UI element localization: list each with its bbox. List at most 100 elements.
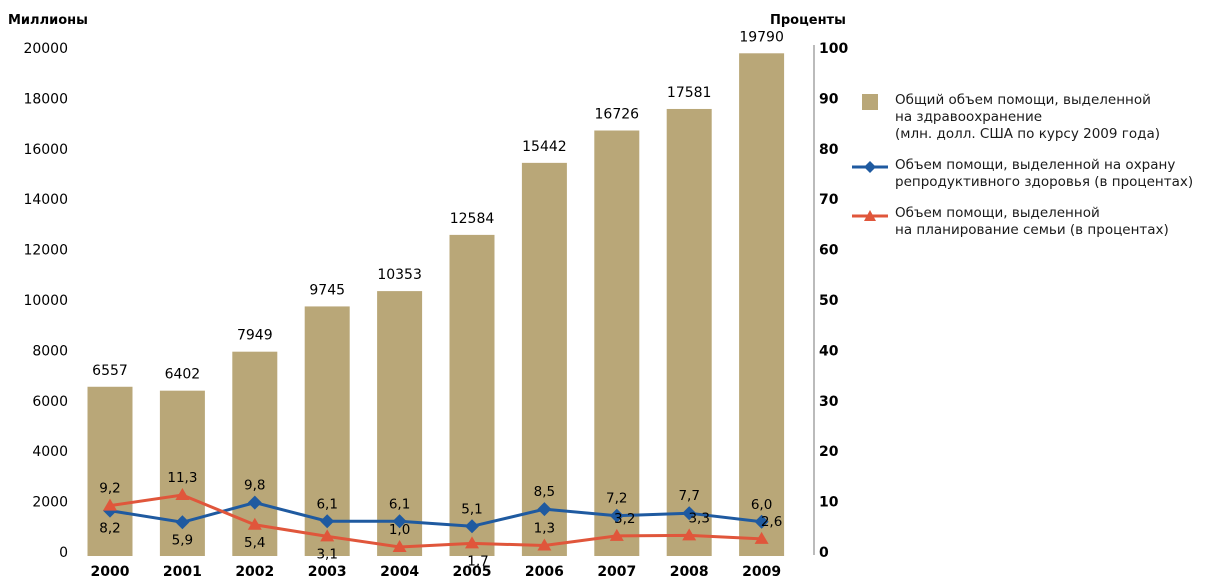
x-axis-tick-label: 2005 <box>453 564 492 580</box>
line-value-label: 9,8 <box>244 478 265 494</box>
line-value-label: 1,7 <box>467 553 488 569</box>
diamond-line-icon <box>852 161 888 173</box>
legend-label-family-planning-1: Объем помощи, выделенной <box>895 205 1100 221</box>
bar-value-label: 16726 <box>595 107 640 123</box>
left-axis-tick-label: 14000 <box>23 192 68 208</box>
line-value-label: 1,3 <box>534 520 555 536</box>
bar-value-label: 10353 <box>377 267 422 283</box>
line-value-label: 8,5 <box>534 484 555 500</box>
bar-value-label: 12584 <box>450 211 495 227</box>
bar <box>666 108 712 556</box>
legend-item-total-aid: Общий объем помощи, выделенной на здраво… <box>850 92 1210 143</box>
diamond-marker <box>392 514 407 529</box>
line-series <box>109 493 762 549</box>
legend-label-total-aid-3: (млн. долл. США по курсу 2009 года) <box>895 126 1160 142</box>
line-value-label: 7,7 <box>678 488 699 504</box>
triangle-marker <box>754 531 769 544</box>
right-axis-tick-label: 60 <box>819 243 839 259</box>
right-axis-title: Проценты <box>770 13 846 28</box>
left-axis-tick-label: 0 <box>59 545 68 561</box>
left-axis-tick-label: 18000 <box>23 91 68 107</box>
bar-value-label: 6402 <box>165 367 201 383</box>
right-axis-tick-label: 50 <box>819 293 839 309</box>
diamond-marker <box>682 506 697 521</box>
right-axis-tick-label: 0 <box>819 545 829 561</box>
diamond-marker <box>537 502 552 517</box>
triangle-marker <box>465 536 479 549</box>
line-value-label: 8,2 <box>99 521 120 537</box>
left-axis-tick-label: 12000 <box>23 243 68 259</box>
triangle-marker <box>175 488 190 501</box>
left-axis-tick-label: 2000 <box>32 495 68 511</box>
diamond-marker <box>754 514 769 529</box>
line-value-label: 3,2 <box>614 511 635 527</box>
bar <box>594 130 640 556</box>
bar <box>87 386 133 556</box>
x-axis-tick-label: 2009 <box>742 564 781 580</box>
line-value-label: 6,1 <box>389 496 410 512</box>
x-axis-tick-label: 2008 <box>670 564 709 580</box>
line-value-label: 3,1 <box>316 546 337 562</box>
legend-label-reproductive-health-1: Объем помощи, выделенной на охрану <box>895 157 1176 173</box>
diamond-marker <box>247 495 262 510</box>
line-markers <box>103 488 769 552</box>
left-axis-tick-label: 16000 <box>23 142 68 158</box>
right-axis-tick-label: 70 <box>819 192 839 208</box>
family-planning-line <box>109 493 762 549</box>
line-value-label: 9,2 <box>99 481 120 497</box>
legend-item-family-planning: Объем помощи, выделенной на планирование… <box>850 205 1210 239</box>
bar-value-label: 17581 <box>667 85 712 101</box>
triangle-line-icon <box>852 210 888 221</box>
triangle-marker <box>247 517 262 530</box>
line-value-label: 1,0 <box>389 522 410 538</box>
line-value-labels: 8,2 5,9 9,8 6,1 6,1 5,1 8,5 7,2 7,7 6,0 9,2 11,3 5,4… <box>99 470 782 569</box>
line-value-label: 6,1 <box>316 496 337 512</box>
left-axis-tick-label: 6000 <box>32 394 68 410</box>
left-axis-tick-label: 10000 <box>23 293 68 309</box>
legend-label-total-aid-1: Общий объем помощи, выделенной <box>895 92 1151 108</box>
line-value-label: 5,4 <box>244 535 265 551</box>
left-axis-tick-label: 8000 <box>32 343 68 359</box>
x-axis-tick-label: 2004 <box>380 564 419 580</box>
x-axis-tick-label: 2002 <box>235 564 274 580</box>
legend-label-family-planning-2: на планирование семьи (в процентах) <box>895 222 1169 238</box>
bar-value-labels: 6557 6402 7949 9745 10353 12584 15442 16726 1758… <box>92 29 784 382</box>
x-axis-tick-label: 2001 <box>163 564 202 580</box>
right-axis-tick-label: 10 <box>819 495 839 511</box>
bar-value-label: 19790 <box>739 29 784 45</box>
line-value-label: 11,3 <box>167 470 197 486</box>
triangle-marker <box>537 538 552 551</box>
line-value-label: 7,2 <box>606 491 627 507</box>
right-axis-tick-label: 100 <box>819 41 848 57</box>
triangle-marker <box>320 529 335 542</box>
left-axis-ticks: 0 2000 4000 6000 8000 10000 12000 14000 16000 180… <box>23 41 68 561</box>
diamond-marker <box>175 515 190 530</box>
right-axis-ticks: 0 10 20 30 40 50 60 70 80 90 100 <box>819 41 848 561</box>
legend-label-reproductive-health-2: репродуктивного здоровья (в процентах) <box>895 174 1194 190</box>
bar-value-label: 7949 <box>237 328 273 344</box>
line-value-label: 5,1 <box>461 501 482 517</box>
legend-item-reproductive-health: Объем помощи, выделенной на охрану репро… <box>850 157 1210 191</box>
bar-value-label: 9745 <box>309 282 345 298</box>
left-axis-tick-label: 20000 <box>23 41 68 57</box>
right-axis-tick-label: 30 <box>819 394 839 410</box>
line-value-label: 6,0 <box>751 497 772 513</box>
triangle-marker <box>103 498 117 511</box>
x-axis-tick-label: 2007 <box>597 564 636 580</box>
bar-series <box>87 53 785 557</box>
x-axis-tick-label: 2000 <box>91 564 130 580</box>
diamond-marker <box>609 508 624 523</box>
bar-value-label: 15442 <box>522 139 567 155</box>
bar-value-label: 6557 <box>92 363 128 379</box>
legend: Общий объем помощи, выделенной на здраво… <box>850 92 1210 253</box>
line-value-label: 3,3 <box>688 510 709 526</box>
bar <box>449 234 495 557</box>
triangle-marker <box>392 539 407 552</box>
right-axis-tick-label: 90 <box>819 91 839 107</box>
left-axis-tick-label: 4000 <box>32 444 68 460</box>
bar-swatch-icon <box>862 94 878 110</box>
bar <box>739 53 785 557</box>
right-axis-tick-label: 40 <box>819 343 839 359</box>
legend-label-total-aid-2: на здравоохранение <box>895 109 1043 125</box>
